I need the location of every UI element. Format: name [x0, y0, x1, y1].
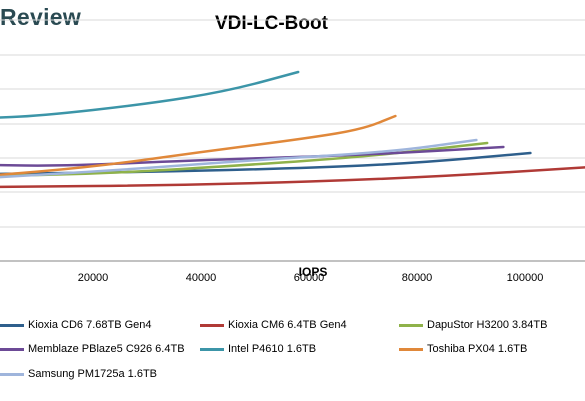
- series-line-4: [0, 70, 300, 119]
- legend-item: Memblaze PBlaze5 C926 6.4TB: [0, 343, 185, 355]
- series-line-3: [0, 145, 505, 167]
- legend-item: Kioxia CM6 6.4TB Gen4: [200, 319, 347, 331]
- legend-swatch: [200, 347, 224, 351]
- x-tick-label: 100000: [507, 272, 544, 284]
- legend-label: Kioxia CM6 6.4TB Gen4: [228, 319, 347, 331]
- legend-label: Kioxia CD6 7.68TB Gen4: [28, 319, 152, 331]
- legend-label: Toshiba PX04 1.6TB: [427, 343, 528, 355]
- legend-swatch: [0, 372, 24, 376]
- legend-swatch: [0, 323, 24, 327]
- x-tick-label: 40000: [186, 272, 217, 284]
- series-lines: [0, 70, 585, 189]
- legend-swatch: [399, 347, 423, 351]
- gridlines: [0, 19, 585, 262]
- legend-label: Intel P4610 1.6TB: [228, 343, 317, 355]
- x-tick-label: 60000: [294, 272, 325, 284]
- legend-label: DapuStor H3200 3.84TB: [427, 319, 548, 331]
- legend-item: Kioxia CD6 7.68TB Gen4: [0, 319, 152, 331]
- x-tick-label: 20000: [78, 272, 109, 284]
- legend-item: Intel P4610 1.6TB: [200, 343, 316, 355]
- series-line-6: [0, 138, 478, 179]
- legend-swatch: [0, 347, 24, 351]
- series-line-1: [0, 166, 585, 189]
- legend-label: Samsung PM1725a 1.6TB: [28, 368, 158, 380]
- legend-item: DapuStor H3200 3.84TB: [399, 319, 547, 331]
- x-tick-labels: 2000040000600008000010000012000: [78, 272, 544, 284]
- legend-item: Samsung PM1725a 1.6TB: [0, 368, 157, 380]
- chart-title: VDI-LC-Boot: [215, 13, 328, 34]
- legend-label: Memblaze PBlaze5 C926 6.4TB: [28, 343, 185, 355]
- legend-swatch: [399, 323, 423, 327]
- series-line-5: [0, 114, 397, 177]
- x-tick-label: 80000: [402, 272, 433, 284]
- brand-logo: Review: [0, 4, 82, 30]
- legend-item: Toshiba PX04 1.6TB: [399, 343, 527, 355]
- x-axis-label: IOPS: [299, 265, 328, 279]
- legend-swatch: [200, 323, 224, 327]
